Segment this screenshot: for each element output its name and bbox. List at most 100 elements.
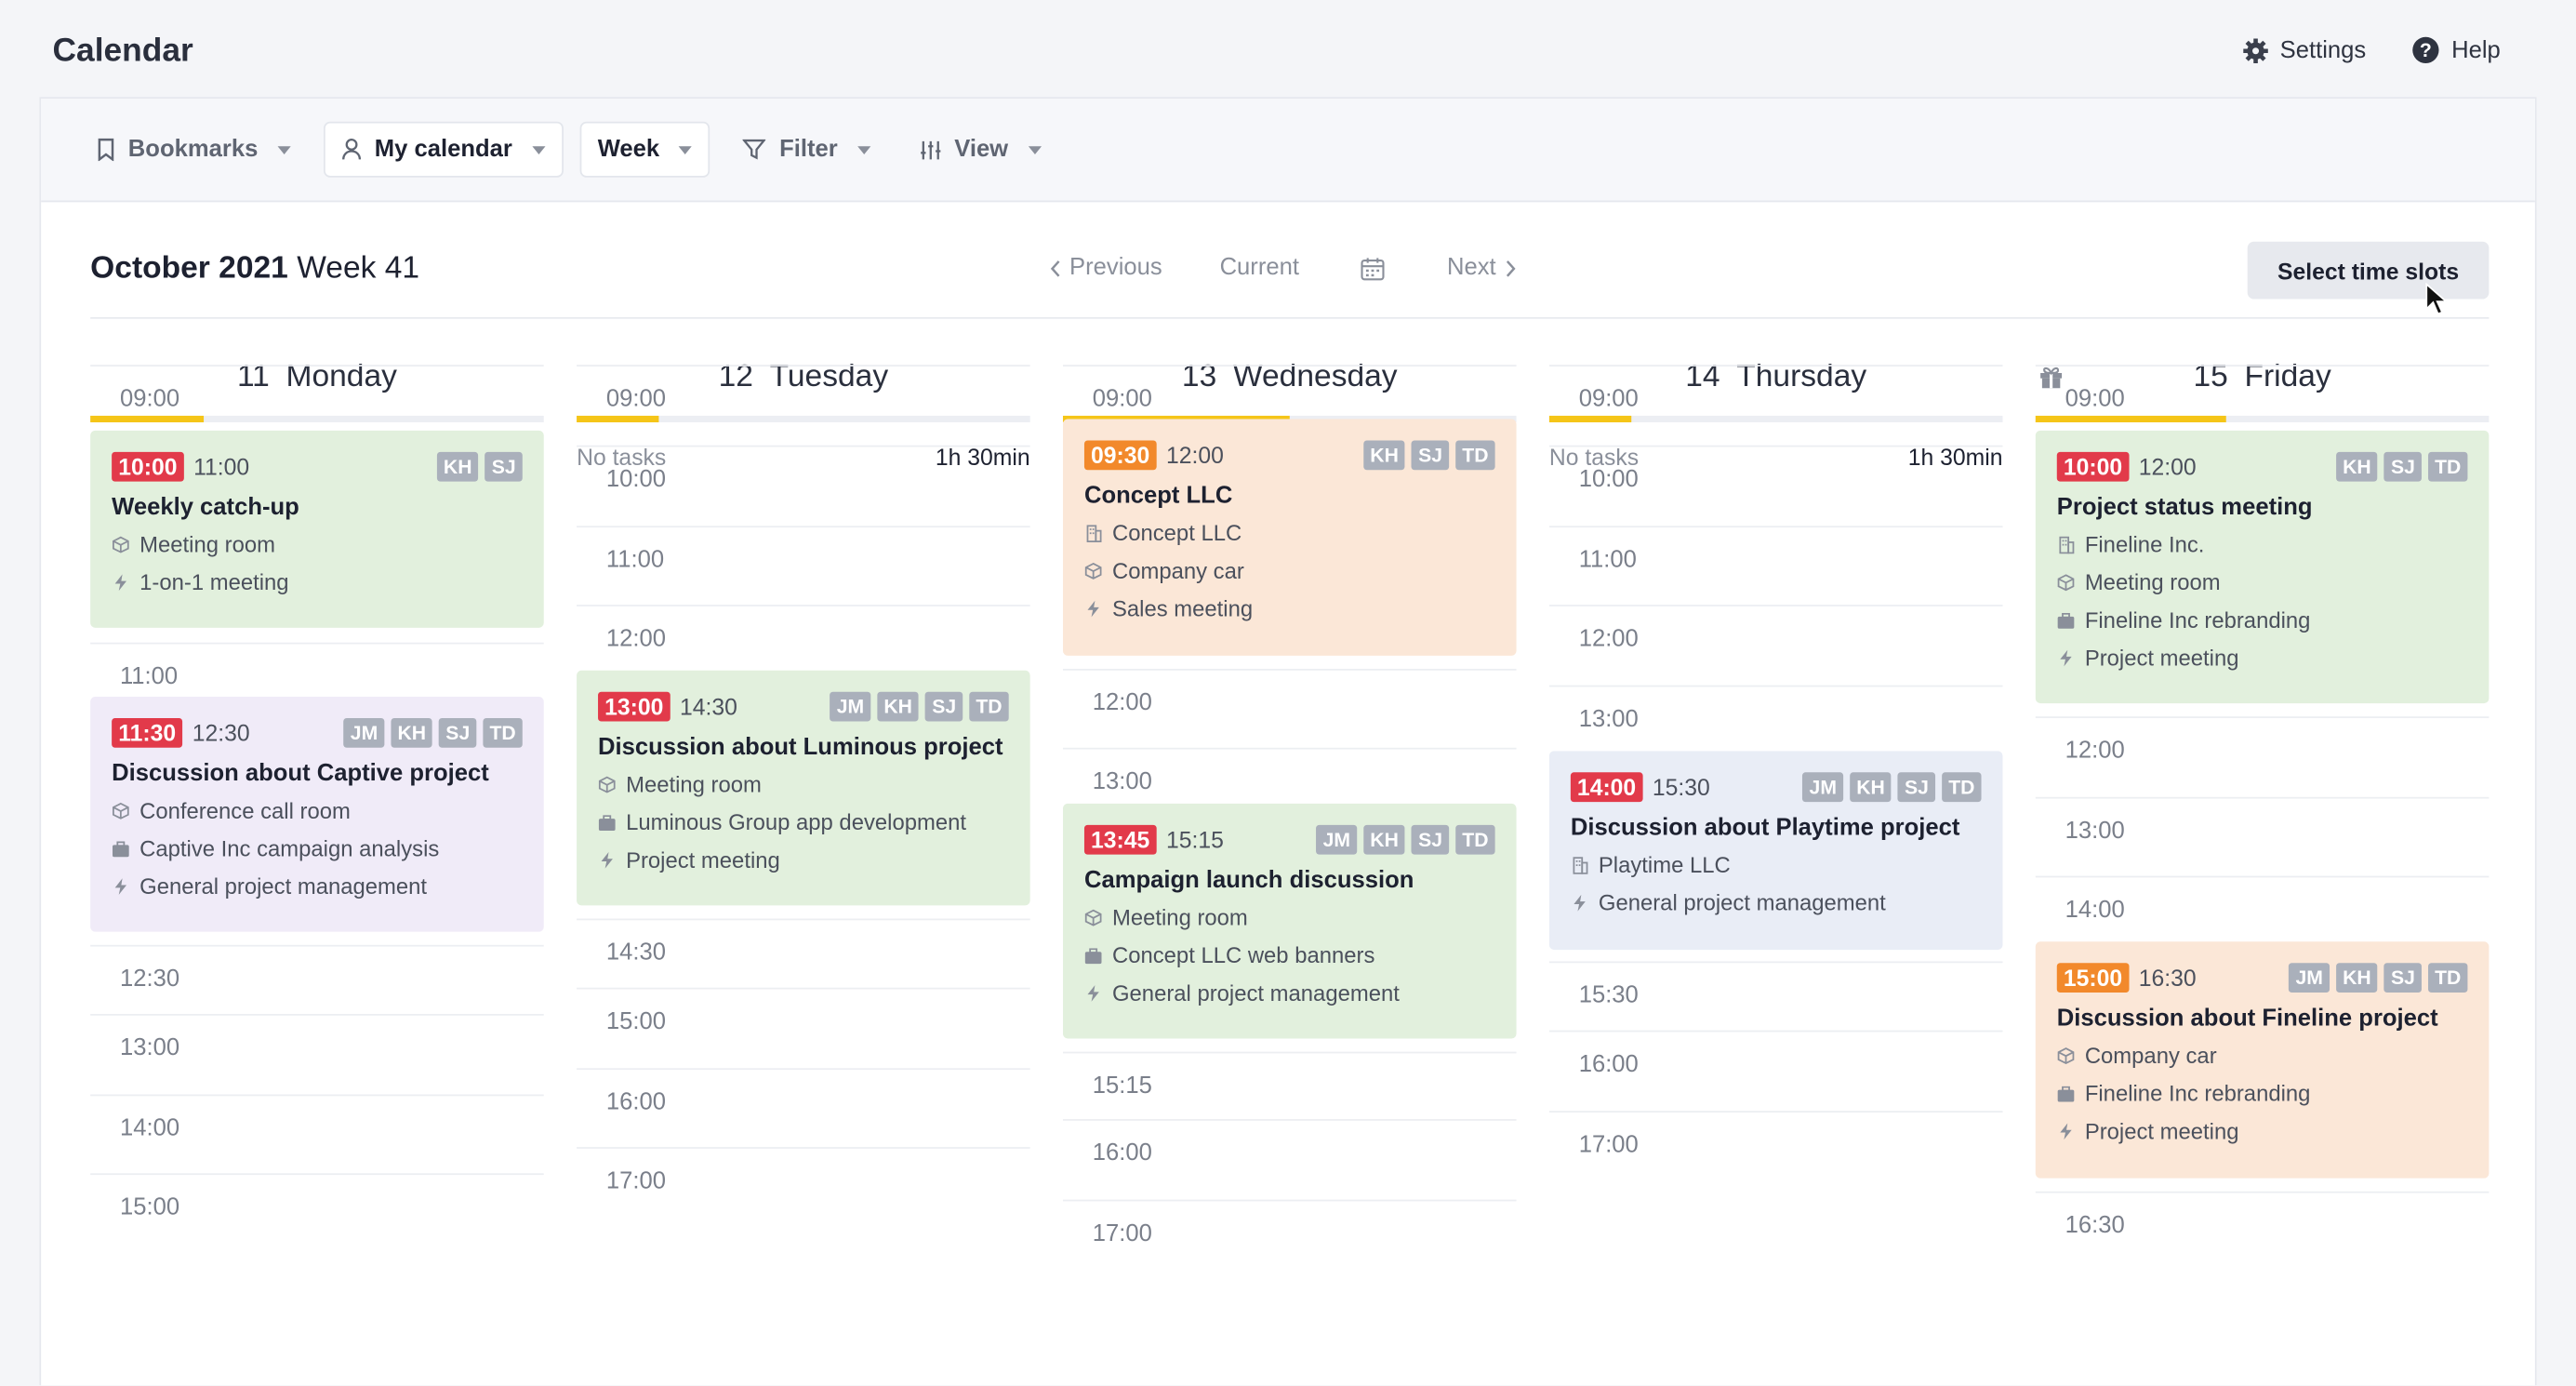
time-label: 17:00 [1578, 1132, 1639, 1159]
time-slot[interactable]: 12:30 [90, 944, 544, 1026]
time-slot[interactable]: 10:00 [577, 445, 1030, 526]
time-slot[interactable]: 09:00 [1062, 365, 1517, 446]
next-button[interactable]: Next [1447, 255, 1516, 281]
time-slot[interactable]: 09:00 [1548, 365, 2003, 446]
event-card[interactable]: 13:45 15:15 JM KH SJ TD Campaign launch dis… [1062, 803, 1517, 1039]
event-start-badge: 13:45 [1083, 824, 1157, 855]
time-slot[interactable]: 14:00 [90, 1094, 544, 1176]
event-card[interactable]: 13:00 14:30 JM KH SJ TD Discussion about Lu… [577, 670, 1030, 906]
chevron-down-icon [1028, 145, 1042, 154]
toolbar: Bookmarks My calendar Week Filter View [41, 98, 2535, 203]
event-detail: Concept LLC [1084, 519, 1495, 547]
attendee-tag: JM [2289, 963, 2330, 993]
room-icon [112, 536, 129, 553]
time-slot[interactable]: 11:00 [90, 642, 544, 724]
week-navigation: Previous Current Next [1050, 255, 1516, 281]
time-slot[interactable]: 15:30 [1548, 961, 2003, 1042]
event-detail: Meeting room [598, 771, 1009, 799]
time-slot[interactable]: 13:00 [1548, 685, 2003, 766]
attendee-tag: SJ [1412, 824, 1450, 855]
time-slot[interactable]: 14:30 [577, 918, 1030, 1000]
time-slot[interactable]: 16:00 [577, 1068, 1030, 1149]
time-slot[interactable]: 10:00 [1548, 445, 2003, 526]
event-card[interactable]: 10:00 12:00 KH SJ TD Project status meetin… [2035, 430, 2490, 704]
current-button[interactable]: Current [1220, 255, 1299, 281]
sliders-icon [920, 140, 941, 159]
time-slot[interactable]: 17:00 [1062, 1199, 1517, 1281]
time-label: 09:00 [2065, 386, 2125, 413]
attendee-tag: KH [1363, 440, 1405, 471]
week-dropdown[interactable]: Week [579, 121, 710, 178]
event-card[interactable]: 10:00 11:00 KH SJ Weekly catch-up Meeting… [90, 430, 544, 628]
select-time-slots-button[interactable]: Select time slots [2247, 241, 2490, 300]
event-time-row: 10:00 12:00 KH SJ TD [2056, 450, 2468, 483]
time-slot[interactable]: 15:15 [1062, 1051, 1517, 1133]
event-detail-text: Project meeting [2084, 646, 2239, 671]
time-label: 12:00 [1578, 626, 1639, 653]
calendar-icon [1361, 257, 1385, 280]
event-card[interactable]: 15:00 16:30 JM KH SJ TD Discussion about Fi… [2035, 941, 2490, 1179]
event-start-badge: 14:00 [1570, 772, 1643, 803]
event-detail: General project management [112, 873, 523, 900]
attendee-tag: KH [1850, 772, 1892, 803]
time-slot[interactable]: 09:00 [90, 365, 544, 446]
time-slot[interactable]: 12:00 [2035, 716, 2490, 797]
no-tasks-label: No tasks [577, 443, 667, 471]
event-detail: Sales meeting [1084, 595, 1495, 623]
time-slot[interactable]: 09:00 [577, 365, 1030, 446]
date-picker-button[interactable] [1360, 256, 1385, 280]
time-label: 15:00 [119, 1194, 180, 1221]
time-label: 14:30 [605, 940, 666, 966]
attendee-tag: KH [391, 718, 433, 748]
attendee-tag: JM [1802, 772, 1844, 803]
time-slot[interactable]: 15:00 [577, 987, 1030, 1069]
help-icon: ? [2412, 36, 2439, 64]
time-slot[interactable]: 13:00 [1062, 747, 1517, 829]
time-slot[interactable]: 12:00 [577, 605, 1030, 686]
event-card[interactable]: 11:30 12:30 JM KH SJ TD Discussion about Ca… [90, 697, 544, 932]
my-calendar-dropdown[interactable]: My calendar [323, 121, 564, 178]
time-slot[interactable]: 14:00 [2035, 875, 2490, 957]
time-slot[interactable]: 17:00 [1548, 1111, 2003, 1192]
time-slot[interactable]: 12:00 [1548, 605, 2003, 686]
event-end-time: 12:30 [192, 719, 250, 747]
filter-dropdown[interactable]: Filter [727, 122, 887, 178]
time-slot[interactable]: 11:00 [1548, 526, 2003, 606]
event-detail: Project meeting [2057, 1117, 2468, 1145]
time-slot[interactable]: 11:00 [577, 526, 1030, 606]
event-card[interactable]: 09:30 12:00 KH SJ TD Concept LLC Concept L… [1062, 419, 1517, 656]
time-slot[interactable]: 17:00 [577, 1147, 1030, 1228]
time-slot[interactable]: 16:00 [1062, 1119, 1517, 1200]
bookmark-icon [98, 138, 114, 162]
event-detail: Fineline Inc rebranding [2057, 606, 2468, 634]
event-detail-text: Project meeting [2084, 1119, 2239, 1144]
time-slot[interactable]: 16:00 [1548, 1030, 2003, 1112]
time-slot[interactable]: 13:00 [90, 1013, 544, 1095]
time-label: 09:00 [1578, 386, 1639, 413]
previous-button[interactable]: Previous [1050, 255, 1162, 281]
view-dropdown[interactable]: View [903, 122, 1057, 178]
event-detail: Fineline Inc. [2057, 531, 2468, 559]
time-label: 16:00 [605, 1089, 666, 1116]
time-label: 13:00 [1578, 706, 1639, 733]
time-slot[interactable]: 16:30 [2035, 1191, 2490, 1273]
divider [90, 316, 2490, 319]
type-icon [2057, 1123, 2075, 1140]
event-card[interactable]: 14:00 15:30 JM KH SJ TD Discussion about Pl… [1548, 751, 2003, 951]
settings-link[interactable]: Settings [2242, 36, 2366, 64]
event-detail: Project meeting [2057, 645, 2468, 673]
help-link[interactable]: ? Help [2412, 36, 2501, 64]
bookmarks-dropdown[interactable]: Bookmarks [81, 122, 308, 178]
time-slot[interactable]: 15:00 [90, 1173, 544, 1254]
event-detail: Playtime LLC [1571, 851, 1982, 879]
attendee-tag: SJ [1412, 440, 1450, 471]
event-start-badge: 13:00 [598, 691, 671, 722]
event-detail: Meeting room [112, 531, 523, 559]
project-icon [2057, 1085, 2075, 1102]
time-slot[interactable]: 13:00 [2035, 796, 2490, 878]
time-slot[interactable]: 12:00 [1062, 669, 1517, 750]
chevron-right-icon [1506, 260, 1515, 276]
time-slot[interactable]: 09:00 [2035, 365, 2490, 446]
